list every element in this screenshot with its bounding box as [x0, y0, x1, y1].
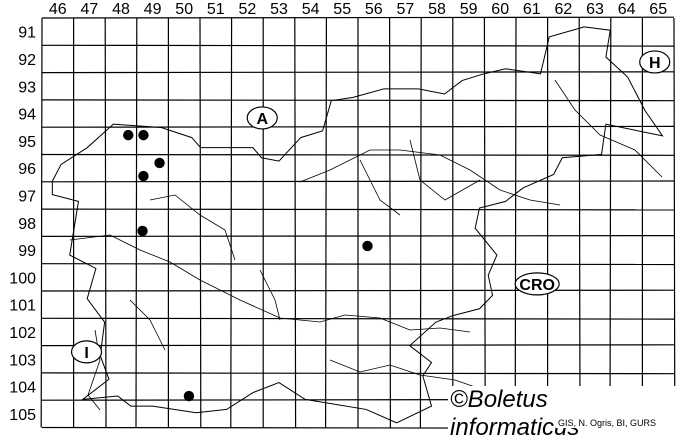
country-labels: A H CRO I [70, 50, 671, 364]
column-label: 65 [649, 1, 667, 18]
copyright-credit: ©Boletus informaticus [448, 386, 680, 442]
grid-labels: 46 47 48 49 50 51 52 53 54 55 56 57 58 59 60 61 62 63 64 65… [9, 1, 667, 424]
grid-line-vertical [609, 17, 612, 428]
column-label: 61 [523, 1, 541, 18]
grid-line-horizontal [41, 235, 675, 237]
grid-line-vertical [40, 17, 43, 428]
column-label: 57 [397, 1, 415, 18]
column-label: 52 [239, 1, 257, 18]
row-label: 105 [9, 407, 36, 424]
grid-line-vertical [673, 17, 676, 428]
row-label: 91 [18, 25, 36, 42]
column-label: 49 [144, 1, 162, 18]
grid-line-vertical [230, 17, 233, 428]
grid-line-horizontal [41, 289, 675, 292]
grid-line-horizontal [41, 263, 675, 266]
grid-line-horizontal [41, 99, 675, 102]
data-source: GIS, N. Ogris, BI, GURS [556, 418, 659, 428]
country-label-ellipse [246, 106, 278, 130]
row-label: 98 [18, 216, 36, 233]
grid-line-vertical [514, 17, 517, 428]
row-label: 94 [18, 107, 36, 124]
country-label: CRO [519, 277, 555, 294]
grid-line-horizontal [41, 180, 675, 183]
row-label: 96 [18, 161, 36, 178]
column-label: 58 [428, 1, 446, 18]
column-label: 54 [302, 1, 320, 18]
record-dot [123, 129, 134, 141]
country-label: I [84, 345, 88, 362]
grid-line-vertical [325, 17, 327, 428]
grid-line-horizontal [41, 44, 675, 47]
row-label: 93 [18, 79, 36, 96]
row-label: 102 [9, 325, 36, 342]
grid-line-vertical [419, 17, 422, 428]
river [359, 159, 401, 216]
record-dot [362, 240, 373, 252]
record-dot [137, 225, 148, 237]
column-label: 46 [49, 1, 67, 18]
grid-line-horizontal [41, 125, 675, 128]
country-label: A [256, 111, 268, 128]
record-dot [154, 157, 165, 169]
column-label: 47 [81, 1, 99, 18]
row-label: 95 [18, 134, 36, 151]
country-label-ellipse [639, 50, 671, 74]
column-label: 56 [365, 1, 383, 18]
grid-line-horizontal [41, 372, 675, 375]
record-dots [123, 129, 373, 402]
column-label: 53 [270, 1, 288, 18]
river [329, 359, 479, 389]
column-label: 55 [333, 1, 351, 18]
grid-line-vertical [199, 17, 202, 428]
grid-line-horizontal [41, 317, 675, 320]
country-label-ellipse [514, 272, 560, 296]
record-dot [183, 390, 195, 402]
river [129, 299, 166, 351]
country-label-ellipse [70, 340, 103, 364]
grid-line-horizontal [41, 71, 675, 74]
row-label: 97 [18, 188, 36, 205]
country-outline [52, 27, 662, 423]
column-label: 63 [586, 1, 604, 18]
record-dot [138, 170, 149, 182]
row-label: 104 [9, 380, 36, 397]
column-label: 64 [618, 1, 636, 18]
row-label: 100 [9, 270, 36, 287]
grid-line-horizontal [41, 153, 675, 156]
column-label: 50 [175, 1, 193, 18]
river [69, 234, 471, 333]
grid-line-horizontal [41, 208, 675, 211]
record-dot [138, 129, 149, 141]
column-label: 62 [555, 1, 573, 18]
rivers [69, 79, 663, 411]
river [409, 139, 481, 201]
column-label: 60 [491, 1, 509, 18]
grid-line-vertical [294, 17, 297, 428]
grid-line-vertical [135, 17, 138, 428]
river [259, 269, 281, 321]
row-label: 101 [9, 298, 36, 315]
column-label: 59 [460, 1, 478, 18]
row-label: 103 [9, 352, 36, 369]
river [554, 79, 663, 178]
grid-line-horizontal [41, 344, 675, 347]
row-label: 99 [18, 243, 36, 260]
river [299, 149, 561, 206]
column-label: 51 [207, 1, 225, 18]
column-label: 48 [112, 1, 130, 18]
row-label: 92 [18, 52, 36, 69]
grid-line-vertical [483, 17, 486, 428]
map-grid [40, 16, 676, 429]
grid-line-horizontal [41, 16, 675, 19]
country-label: H [649, 55, 661, 72]
grid-line-vertical [578, 17, 581, 428]
grid-line-vertical [389, 17, 391, 428]
river [149, 194, 236, 261]
grid-line-vertical [104, 17, 107, 428]
